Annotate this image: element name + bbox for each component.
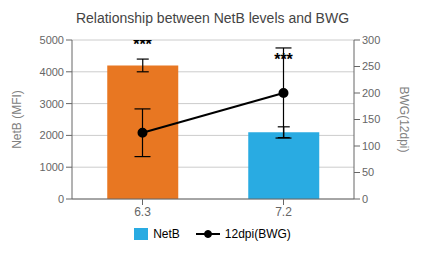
svg-text:5000: 5000 [40, 34, 64, 46]
svg-text:100: 100 [362, 140, 380, 152]
svg-text:150: 150 [362, 113, 380, 125]
svg-text:0: 0 [58, 193, 64, 205]
svg-text:7.2: 7.2 [275, 205, 292, 219]
svg-text:2000: 2000 [40, 129, 64, 141]
svg-text:***: *** [274, 51, 293, 68]
svg-text:***: *** [133, 40, 152, 53]
svg-text:4000: 4000 [40, 66, 64, 78]
svg-text:300: 300 [362, 34, 380, 46]
html-text:12dpi(BWG): 12dpi(BWG) [224, 227, 291, 241]
svg-text:1000: 1000 [40, 161, 64, 173]
svg-text:50: 50 [362, 166, 374, 178]
svg-text:0: 0 [362, 193, 368, 205]
svg-text:6.3: 6.3 [134, 205, 151, 219]
svg-text:200: 200 [362, 87, 380, 99]
svg-text:BWG(12dpi): BWG(12dpi) [397, 86, 411, 152]
html-text:Relationship between NetB leve: Relationship between NetB levels and BWG [75, 10, 350, 26]
svg-text:250: 250 [362, 60, 380, 72]
svg-text:NetB (MFI): NetB (MFI) [10, 90, 24, 149]
svg-text:3000: 3000 [40, 98, 64, 110]
html-text:NetB: NetB [153, 227, 180, 241]
